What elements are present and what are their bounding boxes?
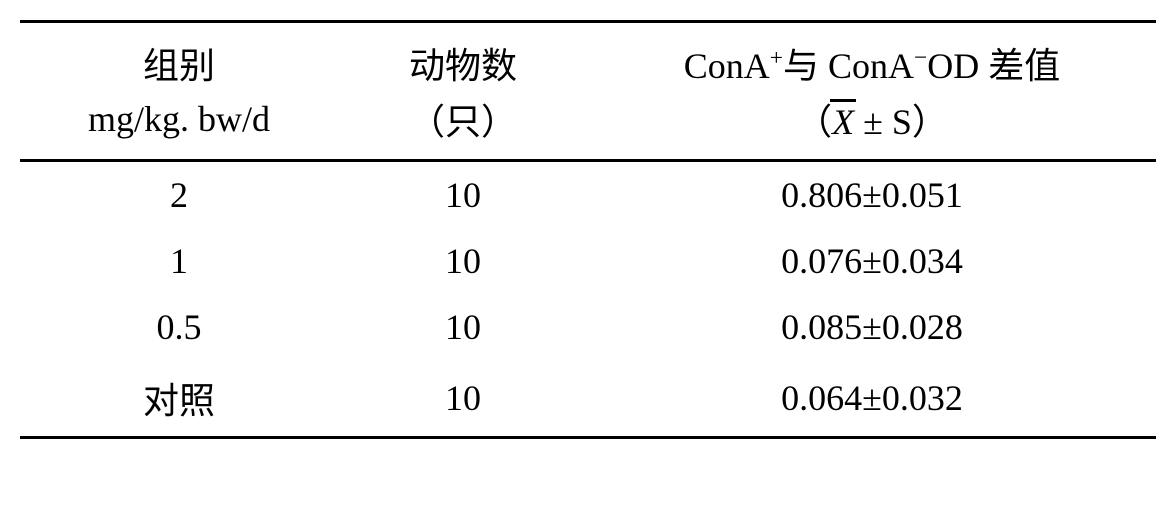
table-row: 0.5 10 0.085±0.028: [20, 294, 1156, 360]
cell-count: 10: [338, 294, 588, 360]
cell-count: 10: [338, 161, 588, 229]
cell-group: 2: [20, 161, 338, 229]
cell-value: 0.076±0.034: [588, 228, 1156, 294]
table-header-row-1: 组别 动物数 ConA+与 ConA−OD 差值: [20, 22, 1156, 92]
data-table: 组别 动物数 ConA+与 ConA−OD 差值 mg/kg. bw/d （只）…: [20, 20, 1156, 439]
cell-group: 对照: [20, 360, 338, 438]
cell-value: 0.085±0.028: [588, 294, 1156, 360]
table-header-row-2: mg/kg. bw/d （只） （X ± S）: [20, 91, 1156, 161]
data-table-container: 组别 动物数 ConA+与 ConA−OD 差值 mg/kg. bw/d （只）…: [20, 20, 1156, 439]
table-body: 2 10 0.806±0.051 1 10 0.076±0.034 0.5 10…: [20, 161, 1156, 438]
cell-count: 10: [338, 228, 588, 294]
col-subheader-animalcount: （只）: [338, 91, 588, 161]
table-row: 2 10 0.806±0.051: [20, 161, 1156, 229]
cell-group: 1: [20, 228, 338, 294]
cell-group: 0.5: [20, 294, 338, 360]
cell-value: 0.806±0.051: [588, 161, 1156, 229]
col-subheader-oddiff: （X ± S）: [588, 91, 1156, 161]
col-header-oddiff: ConA+与 ConA−OD 差值: [588, 22, 1156, 92]
col-header-group: 组别: [20, 22, 338, 92]
cell-value: 0.064±0.032: [588, 360, 1156, 438]
table-row: 对照 10 0.064±0.032: [20, 360, 1156, 438]
table-row: 1 10 0.076±0.034: [20, 228, 1156, 294]
col-header-animalcount: 动物数: [338, 22, 588, 92]
cell-count: 10: [338, 360, 588, 438]
col-subheader-group: mg/kg. bw/d: [20, 91, 338, 161]
